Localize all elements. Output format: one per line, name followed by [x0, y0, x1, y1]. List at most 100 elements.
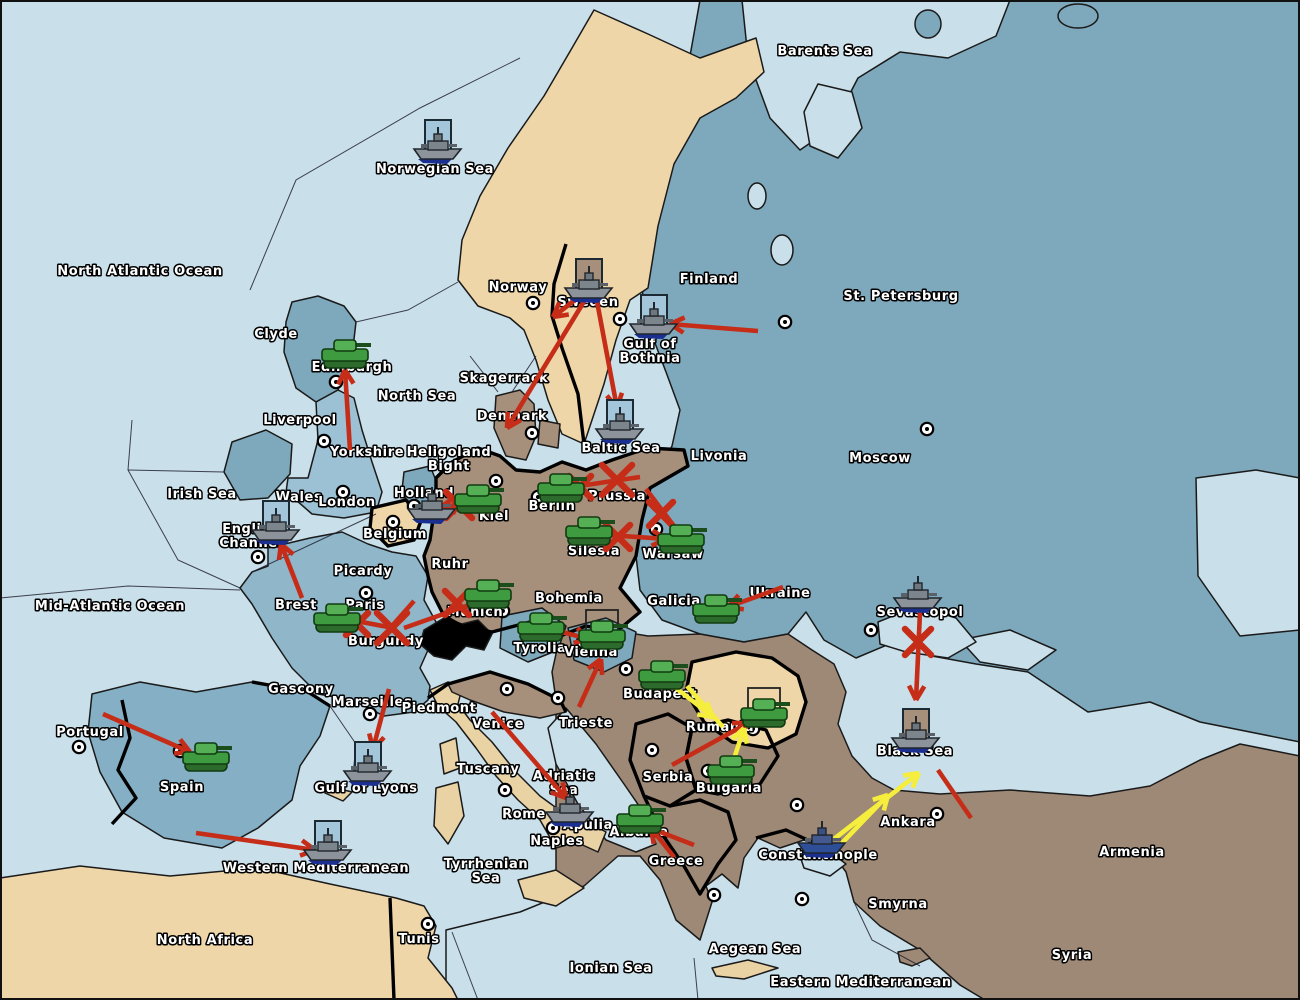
- province-label: Belgium: [363, 527, 427, 542]
- province-shape-ireland[interactable]: [223, 429, 293, 501]
- bounce-x-mark: [645, 498, 677, 530]
- supply-center-dot: [777, 314, 793, 330]
- province-label: Skagerrack: [460, 371, 549, 386]
- province-label: Venice: [472, 717, 524, 732]
- province-label: Gascony: [268, 682, 334, 697]
- sea-boundary-line: [251, 513, 377, 573]
- supply-center-dot: [250, 549, 266, 565]
- army-unit-silesia[interactable]: [565, 516, 615, 546]
- army-unit-edinburgh[interactable]: [321, 339, 371, 369]
- move-arrow: [336, 368, 356, 451]
- fleet-unit-baltic-sea[interactable]: [594, 399, 645, 444]
- fleet-unit-gulf-of-lyons[interactable]: [342, 741, 393, 786]
- province-shape-russia[interactable]: [635, 0, 1300, 743]
- supply-center-dot: [863, 622, 879, 638]
- sea-azov: [959, 629, 1057, 671]
- national-border: [422, 446, 690, 638]
- fleet-unit-black-sea[interactable]: [890, 708, 941, 753]
- bounce-x-mark: [598, 461, 636, 499]
- army-unit-paris[interactable]: [313, 603, 363, 633]
- supply-center-dot: [524, 425, 540, 441]
- island-balearic[interactable]: [324, 785, 353, 802]
- sea-boundary-line: [0, 585, 241, 599]
- sea-boundary-line: [511, 355, 537, 393]
- island-cyprus[interactable]: [897, 947, 931, 967]
- move-arrow: [906, 611, 927, 702]
- lake-onega: [770, 234, 794, 266]
- fleet-unit-holland[interactable]: [406, 487, 457, 524]
- supply-center-dot: [706, 887, 722, 903]
- supply-center-dot: [358, 585, 374, 601]
- province-shape-scandinavia[interactable]: [457, 9, 765, 445]
- supply-center-dot: [789, 797, 805, 813]
- province-label: Galicia: [647, 594, 701, 609]
- province-label: Ionian Sea: [570, 961, 653, 976]
- province-shape-north-africa[interactable]: [0, 865, 459, 1000]
- army-unit-galicia[interactable]: [692, 594, 742, 624]
- province-label: Prussia: [588, 489, 646, 504]
- province-label: Trieste: [559, 716, 613, 731]
- province-shape-italy[interactable]: [429, 681, 607, 853]
- fleet-unit-constantinople[interactable]: [796, 821, 847, 858]
- fleet-unit-sweden[interactable]: [563, 258, 614, 303]
- army-unit-budapest[interactable]: [638, 660, 688, 690]
- fleet-unit-gulf-of-bothnia[interactable]: [628, 294, 679, 339]
- province-shape-denmark-isle[interactable]: [537, 419, 561, 449]
- province-label: Heligoland Bight: [407, 445, 492, 474]
- province-label: Syria: [1052, 948, 1092, 963]
- province-label: Mid-Atlantic Ocean: [35, 599, 185, 614]
- island-sicily[interactable]: [517, 869, 585, 907]
- province-label: Eastern Mediterranean: [770, 975, 951, 990]
- province-label: Marseilles: [332, 695, 413, 710]
- fleet-unit-apulia[interactable]: [544, 790, 595, 827]
- province-label: Piedmont: [402, 701, 477, 716]
- province-label: Liverpool: [263, 413, 336, 428]
- army-unit-spain[interactable]: [182, 742, 232, 772]
- army-unit-rumania[interactable]: [740, 687, 790, 728]
- province-label: Smyrna: [868, 897, 927, 912]
- army-unit-munich[interactable]: [464, 579, 514, 609]
- fleet-unit-english-channel[interactable]: [250, 500, 301, 545]
- supply-center-dot: [618, 661, 634, 677]
- island-crete[interactable]: [711, 959, 779, 980]
- province-label: Rome: [502, 807, 546, 822]
- province-label: Holland: [394, 486, 454, 501]
- army-unit-vienna[interactable]: [578, 609, 628, 650]
- island-corsica[interactable]: [439, 737, 461, 775]
- supply-center-dot: [316, 433, 332, 449]
- province-label: Norwegian Sea: [376, 162, 494, 177]
- army-unit-bulgaria[interactable]: [707, 755, 757, 785]
- supply-center-dot: [488, 473, 504, 489]
- supply-center-dot: [497, 782, 513, 798]
- fleet-unit-western-mediterranean[interactable]: [302, 820, 353, 865]
- sea-boundary-line: [127, 469, 225, 473]
- province-label: Barents Sea: [777, 44, 872, 59]
- province-label: Naples: [530, 834, 584, 849]
- army-unit-albania[interactable]: [616, 804, 666, 834]
- national-border: [251, 680, 331, 708]
- sea-boundary-line: [693, 957, 699, 1000]
- province-label: Armenia: [1099, 845, 1165, 860]
- fleet-unit-sevastopol[interactable]: [892, 576, 943, 613]
- national-border: [550, 243, 586, 445]
- army-unit-warsaw[interactable]: [657, 524, 707, 554]
- sea-boundary-line: [249, 57, 521, 291]
- army-unit-berlin[interactable]: [537, 473, 587, 503]
- province-shape-england[interactable]: [285, 389, 383, 519]
- supply-center-dot: [420, 916, 436, 932]
- move-arrow: [504, 293, 590, 430]
- sea-boundary-line: [853, 901, 921, 967]
- supply-center-dot: [525, 295, 541, 311]
- province-label: Portugal: [56, 725, 124, 740]
- supply-center-dot: [644, 742, 660, 758]
- island-sardinia[interactable]: [433, 781, 465, 845]
- sea-caspian: [1195, 469, 1300, 637]
- army-unit-kiel[interactable]: [454, 484, 504, 514]
- province-label: Spain: [160, 780, 204, 795]
- province-label: Irish Sea: [167, 487, 237, 502]
- units-layer: [182, 119, 943, 865]
- fleet-unit-norwegian-sea[interactable]: [412, 119, 463, 164]
- army-unit-tyrolia[interactable]: [517, 612, 567, 642]
- national-border: [684, 650, 808, 750]
